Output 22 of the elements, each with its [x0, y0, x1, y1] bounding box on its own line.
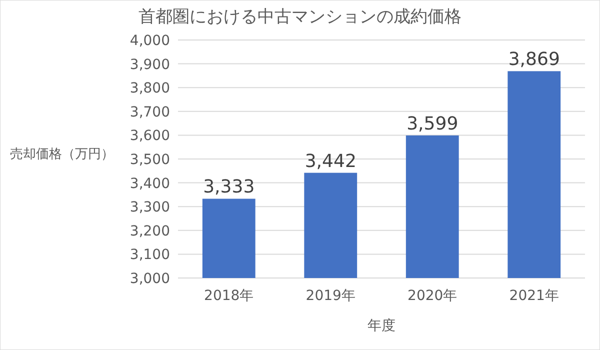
y-tick-label: 4,000	[130, 33, 170, 49]
x-tick-label: 2018年	[204, 288, 254, 304]
y-tick-label: 3,100	[130, 247, 170, 264]
data-label: 3,599	[406, 113, 458, 134]
y-tick-label: 3,500	[130, 152, 170, 168]
y-tick-label: 3,200	[130, 223, 170, 240]
x-axis-title: 年度	[368, 318, 396, 334]
y-tick-label: 3,900	[130, 56, 170, 73]
chart-title: 首都圏における中古マンションの成約価格	[138, 7, 462, 27]
data-label: 3,869	[508, 49, 560, 70]
y-tick-label: 3,000	[130, 271, 170, 287]
y-tick-label: 3,700	[130, 104, 170, 120]
x-tick-label: 2020年	[408, 288, 458, 304]
x-tick-label: 2019年	[306, 288, 356, 304]
y-tick-label: 3,300	[130, 200, 170, 216]
x-tick-label: 2021年	[509, 288, 559, 304]
y-tick-label: 3,600	[130, 128, 170, 144]
y-tick-label: 3,800	[130, 80, 170, 97]
y-tick-label: 3,400	[130, 176, 170, 192]
data-label: 3,442	[304, 150, 356, 172]
data-label: 3,333	[203, 176, 255, 198]
y-axis-title: 売却価格（万円）	[10, 147, 114, 162]
